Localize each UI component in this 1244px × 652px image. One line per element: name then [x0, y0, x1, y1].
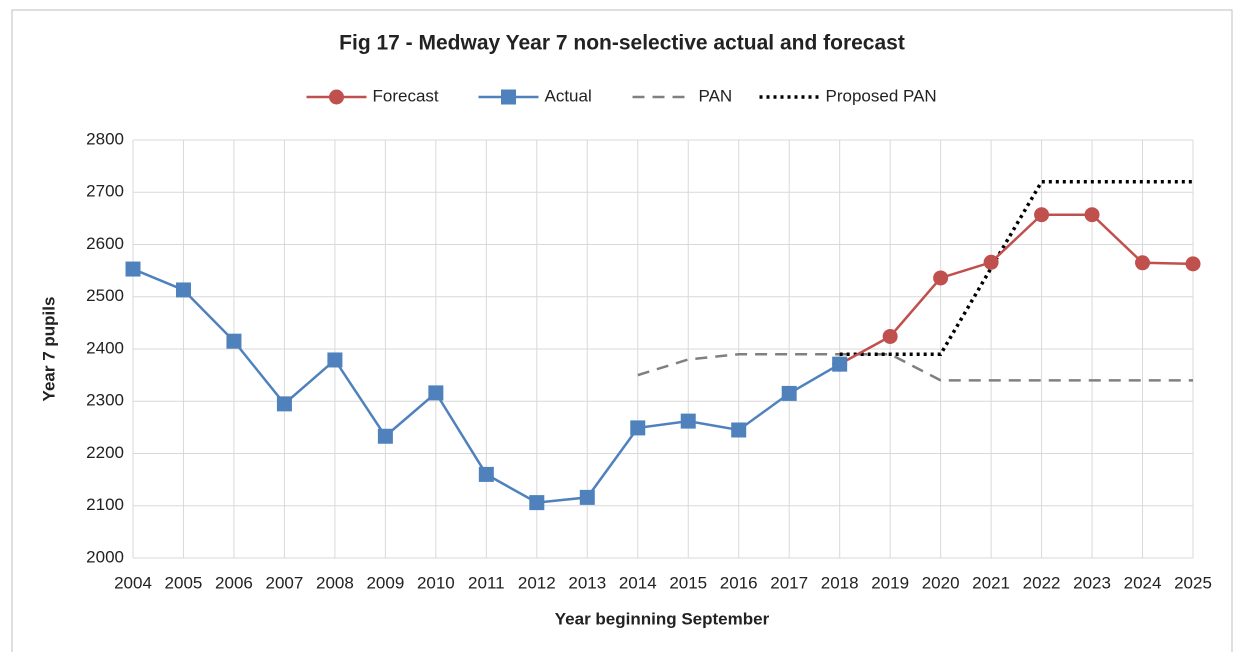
y-tick-label: 2300 [86, 391, 124, 410]
legend-label: Forecast [373, 86, 439, 105]
marker [377, 428, 393, 444]
x-tick-label: 2021 [972, 573, 1010, 592]
x-tick-label: 2018 [821, 573, 859, 592]
x-tick-label: 2022 [1023, 573, 1061, 592]
y-axis-title: Year 7 pupils [39, 297, 58, 402]
x-axis-title: Year beginning September [555, 609, 770, 628]
y-tick-label: 2500 [86, 286, 124, 305]
marker [1084, 207, 1100, 223]
marker [327, 352, 343, 368]
x-tick-label: 2016 [720, 573, 758, 592]
marker [478, 466, 494, 482]
marker [832, 356, 848, 372]
marker [226, 333, 242, 349]
legend-label: Actual [545, 86, 592, 105]
marker [579, 489, 595, 505]
marker [630, 420, 646, 436]
x-tick-label: 2011 [468, 573, 505, 592]
series-line [839, 213, 1194, 366]
marker [501, 89, 516, 105]
marker [680, 413, 696, 429]
x-tick-label: 2012 [518, 573, 556, 592]
y-tick-label: 2600 [86, 234, 124, 253]
x-tick-label: 2004 [114, 573, 152, 592]
x-tick-label: 2023 [1073, 573, 1111, 592]
marker [529, 495, 545, 511]
y-tick-label: 2100 [86, 495, 124, 514]
y-tick-label: 2000 [86, 547, 124, 566]
legend-label: PAN [699, 86, 733, 105]
marker [933, 270, 949, 286]
marker [276, 396, 292, 412]
chart-frame [11, 9, 1233, 652]
x-tick-label: 2014 [619, 573, 657, 592]
x-tick-label: 2015 [669, 573, 707, 592]
y-tick-label: 2700 [86, 182, 124, 201]
x-tick-label: 2013 [568, 573, 606, 592]
x-tick-label: 2009 [366, 573, 404, 592]
chart-title: Fig 17 - Medway Year 7 non-selective act… [339, 32, 905, 55]
marker [1185, 256, 1201, 272]
marker [983, 254, 999, 270]
marker [175, 282, 191, 298]
series-line [637, 352, 1193, 382]
x-tick-label: 2017 [770, 573, 808, 592]
x-tick-label: 2005 [165, 573, 203, 592]
y-tick-label: 2800 [86, 129, 124, 148]
marker [882, 328, 898, 344]
x-tick-label: 2006 [215, 573, 253, 592]
x-tick-label: 2008 [316, 573, 354, 592]
y-tick-label: 2400 [86, 338, 124, 357]
x-tick-label: 2024 [1124, 573, 1162, 592]
x-tick-label: 2020 [922, 573, 960, 592]
x-tick-label: 2010 [417, 573, 455, 592]
series-line [839, 180, 1193, 356]
marker [1135, 255, 1151, 271]
marker [1034, 207, 1050, 223]
x-tick-label: 2025 [1174, 573, 1212, 592]
marker [125, 261, 141, 277]
marker [428, 385, 444, 401]
marker [781, 385, 797, 401]
marker [329, 89, 344, 105]
marker [731, 422, 747, 438]
x-tick-label: 2007 [266, 573, 304, 592]
legend-label: Proposed PAN [826, 86, 937, 105]
x-tick-label: 2019 [871, 573, 909, 592]
y-tick-label: 2200 [86, 443, 124, 462]
